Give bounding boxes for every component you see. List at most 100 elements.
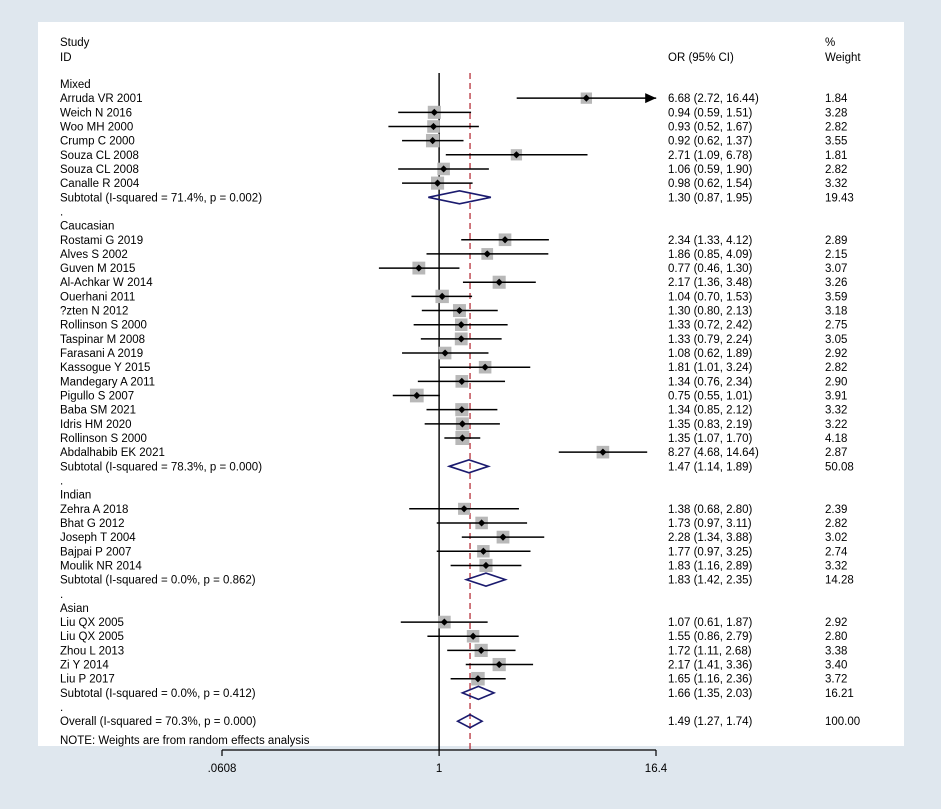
row-study: Souza CL 2008 2.71 (1.09, 6.78) 1.81 <box>60 149 847 162</box>
weight-text: 2.39 <box>825 504 847 516</box>
row-study: Woo MH 2000 0.93 (0.52, 1.67) 2.82 <box>60 120 847 133</box>
or-ci-text: 0.98 (0.62, 1.54) <box>668 178 753 190</box>
study-label: Liu QX 2005 <box>60 617 124 629</box>
row-study: Bajpai P 2007 1.77 (0.97, 3.25) 2.74 <box>60 545 848 558</box>
row-study: Rollinson S 2000 1.35 (1.07, 1.70) 4.18 <box>60 431 847 445</box>
weight-text: 3.32 <box>825 405 847 417</box>
weight-text: 2.74 <box>825 546 848 558</box>
study-label: ?zten N 2012 <box>60 306 128 318</box>
weight-text: 3.32 <box>825 560 847 572</box>
or-ci-text: 1.30 (0.87, 1.95) <box>668 192 753 204</box>
header-weight-percent: % <box>825 37 835 49</box>
row-study: Joseph T 2004 2.28 (1.34, 3.88) 3.02 <box>60 530 847 544</box>
or-ci-text: 2.28 (1.34, 3.88) <box>668 532 753 544</box>
row-study: Canalle R 2004 0.98 (0.62, 1.54) 3.32 <box>60 176 847 190</box>
or-ci-text: 1.47 (1.14, 1.89) <box>668 461 753 473</box>
weight-text: 2.82 <box>825 362 847 374</box>
point-estimate <box>501 236 509 244</box>
row-study: Bhat G 2012 1.73 (0.97, 3.11) 2.82 <box>60 516 847 530</box>
study-label: Zehra A 2018 <box>60 504 128 516</box>
study-label: Idris HM 2020 <box>60 419 132 431</box>
point-estimate <box>479 547 487 555</box>
row-study: Weich N 2016 0.94 (0.59, 1.51) 3.28 <box>60 105 847 119</box>
or-ci-text: 0.92 (0.62, 1.37) <box>668 136 753 148</box>
pooled-diamond <box>460 685 497 701</box>
or-ci-text: 2.34 (1.33, 4.12) <box>668 235 753 247</box>
x-tick-label: 16.4 <box>645 763 668 775</box>
study-label: Souza CL 2008 <box>60 164 139 176</box>
row-group: Mixed <box>60 79 91 91</box>
or-ci-text: 1.86 (0.85, 4.09) <box>668 249 753 261</box>
point-estimate <box>458 377 466 385</box>
weight-text: 2.80 <box>825 631 847 643</box>
or-ci-text: 0.94 (0.59, 1.51) <box>668 107 753 119</box>
or-ci-text: 0.93 (0.52, 1.67) <box>668 121 753 133</box>
or-ci-text: 1.30 (0.80, 2.13) <box>668 306 753 318</box>
point-estimate <box>495 278 503 286</box>
weight-text: 3.91 <box>825 391 847 403</box>
weight-text: 2.82 <box>825 164 847 176</box>
weight-text: 1.84 <box>825 93 848 105</box>
weight-text: 2.15 <box>825 249 847 261</box>
or-ci-text: 1.38 (0.68, 2.80) <box>668 504 753 516</box>
or-ci-text: 2.71 (1.09, 6.78) <box>668 150 753 162</box>
or-ci-text: 1.72 (1.11, 2.68) <box>668 645 752 657</box>
or-ci-text: 0.75 (0.55, 1.01) <box>668 391 753 403</box>
row-study: Arruda VR 2001 6.68 (2.72, 16.44) 1.84 <box>60 92 848 105</box>
or-ci-text: 1.77 (0.97, 3.25) <box>668 546 753 558</box>
or-ci-text: 1.33 (0.79, 2.24) <box>668 334 753 346</box>
weights-note: NOTE: Weights are from random effects an… <box>60 735 310 747</box>
study-label: Crump C 2000 <box>60 136 135 148</box>
point-estimate <box>430 108 438 116</box>
weight-text: 4.18 <box>825 433 847 445</box>
weight-text: 3.72 <box>825 674 847 686</box>
row-study: Idris HM 2020 1.35 (0.83, 2.19) 3.22 <box>60 417 847 431</box>
or-ci-text: 1.35 (1.07, 1.70) <box>668 433 753 445</box>
study-label: Taspinar M 2008 <box>60 334 145 346</box>
study-label: Ouerhani 2011 <box>60 291 135 303</box>
weight-text: 19.43 <box>825 192 854 204</box>
separator-dot: . <box>60 475 63 487</box>
weight-text: 3.05 <box>825 334 847 346</box>
study-label: Zhou L 2013 <box>60 645 124 657</box>
weight-text: 2.82 <box>825 518 847 530</box>
or-ci-text: 1.35 (0.83, 2.19) <box>668 419 753 431</box>
point-estimate <box>582 94 590 102</box>
study-label: Guven M 2015 <box>60 263 135 275</box>
row-dot: . <box>60 475 63 487</box>
point-estimate <box>455 306 464 315</box>
or-ci-text: 1.83 (1.42, 2.35) <box>668 575 753 587</box>
row-study: Liu P 2017 1.65 (1.16, 2.36) 3.72 <box>60 671 847 686</box>
row-study: Kassogue Y 2015 1.81 (1.01, 3.24) 2.82 <box>60 360 847 374</box>
or-ci-text: 1.08 (0.62, 1.89) <box>668 348 753 360</box>
weight-text: 3.55 <box>825 136 847 148</box>
point-estimate <box>483 250 491 258</box>
row-dot: . <box>60 206 63 218</box>
weight-text: 2.92 <box>825 348 847 360</box>
study-label: Bajpai P 2007 <box>60 546 131 558</box>
row-study: Ouerhani 2011 1.04 (0.70, 1.53) 3.59 <box>60 289 847 303</box>
group-label: Mixed <box>60 79 91 91</box>
point-estimate <box>440 618 448 626</box>
study-label: Kassogue Y 2015 <box>60 362 150 374</box>
study-label: Weich N 2016 <box>60 107 132 119</box>
weight-text: 3.59 <box>825 291 847 303</box>
subtotal-label: Subtotal (I-squared = 78.3%, p = 0.000) <box>60 461 262 473</box>
row-subtotal: Subtotal (I-squared = 71.4%, p = 0.002) 1… <box>60 189 854 205</box>
study-label: Pigullo S 2007 <box>60 391 134 403</box>
point-estimate <box>458 420 466 428</box>
separator-dot: . <box>60 206 63 218</box>
pooled-diamond <box>428 189 492 205</box>
weight-text: 14.28 <box>825 575 854 587</box>
point-estimate <box>474 675 482 683</box>
row-study: Moulik NR 2014 1.83 (1.16, 2.89) 3.32 <box>60 558 847 572</box>
header-or-ci: OR (95% CI) <box>668 52 734 64</box>
weight-text: 2.92 <box>825 617 847 629</box>
weight-text: 2.82 <box>825 121 847 133</box>
row-study: Zehra A 2018 1.38 (0.68, 2.80) 2.39 <box>60 502 847 516</box>
row-study: ?zten N 2012 1.30 (0.80, 2.13) 3.18 <box>60 304 847 318</box>
or-ci-text: 8.27 (4.68, 14.64) <box>668 447 759 459</box>
or-ci-text: 1.66 (1.35, 2.03) <box>668 688 753 700</box>
point-estimate <box>458 406 466 414</box>
